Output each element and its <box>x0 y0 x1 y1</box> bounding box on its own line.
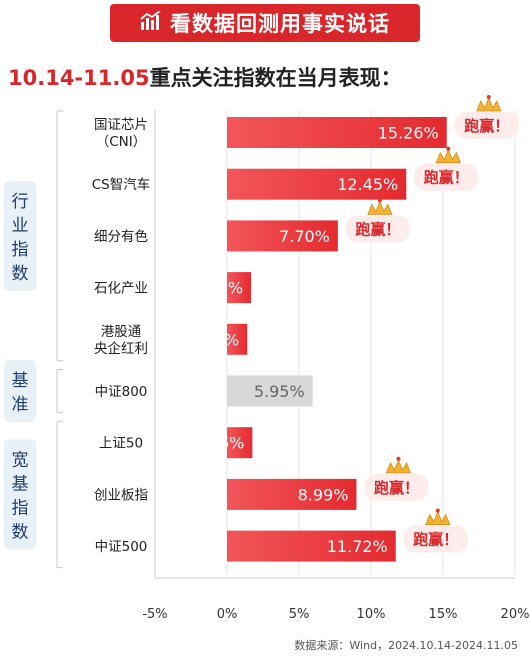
headline-text: 重点关注指数在当月表现： <box>149 66 402 90</box>
bar-value-label: 11.72% <box>327 537 388 556</box>
group-label-box <box>4 180 36 291</box>
win-badge-text: 跑赢！ <box>355 220 400 238</box>
bar-value-label: 15.26% <box>378 124 439 143</box>
win-badge-bg <box>403 525 468 553</box>
x-tick-label: 20% <box>501 607 530 622</box>
bar-value-label: 8.99% <box>298 485 349 504</box>
category-label: 中证800 <box>95 384 148 400</box>
category-label: CS智汽车 <box>92 176 151 193</box>
bar <box>227 272 252 304</box>
win-badge-text: 跑赢！ <box>424 169 469 187</box>
bar <box>227 375 313 407</box>
category-label: 创业板指 <box>94 487 148 503</box>
win-badge-text: 跑赢！ <box>413 531 458 549</box>
x-tick-label: 5% <box>289 607 310 622</box>
group-label-box <box>4 360 36 422</box>
x-tick-label: 15% <box>429 607 458 622</box>
win-badge-bg <box>454 112 519 139</box>
win-badge-text: 跑赢！ <box>464 117 509 135</box>
win-badge-bg <box>414 163 479 191</box>
win-badge-bg <box>345 215 410 243</box>
bar-value-label: 7.70% <box>279 227 330 246</box>
bar-value-label: 12.45% <box>337 175 398 194</box>
group-label: 行业指数 <box>12 192 29 284</box>
win-badge-bg <box>364 473 429 501</box>
group-label: 宽基指数 <box>12 450 29 542</box>
group-label: 基准 <box>12 371 29 415</box>
bar <box>227 478 357 510</box>
category-label: 国证芯片 <box>94 117 148 133</box>
bar <box>227 530 396 562</box>
crown-icon <box>435 146 461 164</box>
bar <box>227 323 248 355</box>
win-badge-text: 跑赢！ <box>374 479 419 497</box>
bar <box>227 117 447 148</box>
category-label: 细分有色 <box>94 228 148 245</box>
title-banner: 看数据回测用事实说话 <box>110 4 420 42</box>
banner-title: 看数据回测用事实说话 <box>170 12 390 36</box>
bar-value-label: 1.76% <box>194 434 245 453</box>
bar <box>227 168 407 200</box>
headline: 10.14-11.05重点关注指数在当月表现： <box>8 62 402 92</box>
category-label: （CNI） <box>96 134 147 150</box>
bar-chart-icon <box>140 10 162 35</box>
headline-date-range: 10.14-11.05 <box>8 66 150 90</box>
bar-value-label: 1.67% <box>192 279 243 298</box>
crown-icon <box>385 456 412 474</box>
bar-value-label: 1.40% <box>188 330 239 349</box>
x-tick-label: 10% <box>357 607 386 622</box>
bar-value-label: 5.95% <box>254 382 305 401</box>
bar <box>227 427 253 459</box>
crown-icon <box>476 95 502 112</box>
bar <box>227 220 338 252</box>
x-tick-label: 0% <box>217 607 238 622</box>
data-source: 数据来源：Wind，2024.10.14-2024.11.05 <box>294 639 518 652</box>
x-tick-label: -5% <box>142 607 167 622</box>
crown-icon <box>425 508 451 525</box>
category-label: 石化产业 <box>94 281 148 297</box>
crown-icon <box>367 198 393 215</box>
group-label-box <box>4 439 36 550</box>
category-label: 央企红利 <box>94 340 148 357</box>
category-label: 上证50 <box>99 436 143 452</box>
category-label: 中证500 <box>95 539 148 555</box>
category-label: 港股通 <box>101 324 142 340</box>
